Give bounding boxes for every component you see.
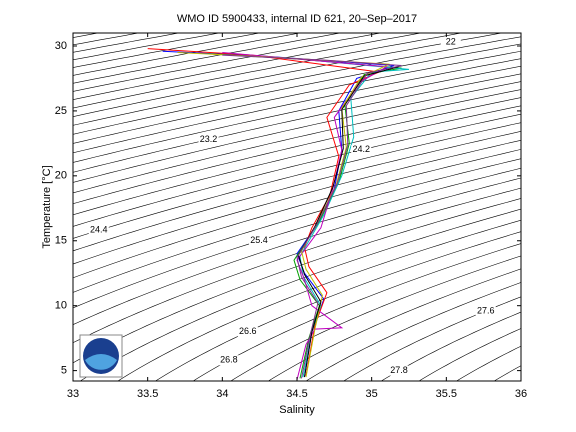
isopycnal <box>73 81 521 183</box>
isopycnal-label-bg <box>440 37 461 48</box>
isopycnal <box>73 139 521 265</box>
isopycnal-label-bg <box>388 365 409 376</box>
y-tick-label: 10 <box>55 300 67 312</box>
isopycnal <box>73 73 521 173</box>
logo-wave <box>85 354 117 370</box>
isopycnal <box>73 149 521 279</box>
isopycnal <box>73 33 343 84</box>
isopycnal-label: 23.2 <box>200 134 218 144</box>
profile-line <box>297 66 399 378</box>
x-tick-label: 36 <box>515 388 527 400</box>
isopycnal-label: 24.4 <box>90 225 108 235</box>
isopycnal <box>192 243 521 381</box>
y-tick-label: 20 <box>55 170 67 182</box>
isopycnal <box>73 36 521 126</box>
isopycnal-label-bg <box>237 326 258 337</box>
isopycnal-label-bg <box>351 144 372 155</box>
isopycnal <box>73 58 521 154</box>
x-tick-label: 35 <box>366 388 378 400</box>
isopycnal <box>73 65 521 163</box>
isopycnal-label-bg <box>218 355 239 366</box>
x-axis-label: Salinity <box>279 404 315 416</box>
isopycnal <box>418 328 521 381</box>
isopycnal-label: 25.4 <box>250 235 268 245</box>
isopycnal-label-bg <box>88 225 109 236</box>
isopycnal-label: 22 <box>446 36 456 46</box>
isopycnal <box>380 311 521 381</box>
x-tick-label: 33 <box>67 388 79 400</box>
x-tick-label: 34 <box>216 388 228 400</box>
plot-frame <box>72 32 522 382</box>
isopycnal-label: 24.2 <box>352 144 370 154</box>
isopycnal-label-bg <box>475 305 496 316</box>
isopycnal-label: 26.6 <box>239 326 257 336</box>
isopycnal <box>73 131 521 252</box>
profile-line <box>222 54 402 379</box>
y-tick-label: 5 <box>61 365 67 377</box>
x-tick-label: 34.5 <box>286 388 307 400</box>
isopycnal <box>117 219 521 381</box>
isopycnal <box>343 296 521 381</box>
isopycnal <box>73 113 521 227</box>
isopycnal <box>73 177 521 325</box>
isopycnal <box>230 255 521 381</box>
isopycnal-label-bg <box>249 235 270 246</box>
noaa-logo <box>79 334 123 378</box>
y-axis-label: Temperature [°C] <box>41 165 53 248</box>
y-tick-label: 25 <box>55 105 67 117</box>
isopycnal <box>73 33 464 109</box>
isopycnal <box>73 167 521 309</box>
isopycnal-label-bg <box>198 134 219 145</box>
isopycnal <box>79 208 521 381</box>
x-tick-label: 33.5 <box>137 388 158 400</box>
isopycnal <box>73 33 504 117</box>
profiles <box>147 48 410 380</box>
isopycnal <box>73 33 423 100</box>
isopycnal <box>73 33 383 92</box>
y-tick-label: 30 <box>55 40 67 52</box>
isopycnal <box>73 122 521 239</box>
x-tick-label: 35.5 <box>436 388 457 400</box>
isopycnal-label: 27.6 <box>477 305 495 315</box>
isopycnal <box>73 158 521 293</box>
isopycnal-label: 27.8 <box>390 365 408 375</box>
y-tick-label: 15 <box>55 235 67 247</box>
chart-title: WMO ID 5900433, internal ID 621, 20–Sep–… <box>177 13 417 25</box>
isopycnal <box>73 105 521 216</box>
isopycnal <box>73 198 521 364</box>
isopycnal <box>73 43 521 135</box>
isopycnal <box>305 282 521 381</box>
isopycnal <box>267 268 521 381</box>
isopycnal-label: 26.8 <box>220 355 238 365</box>
isopycnal <box>73 187 521 344</box>
